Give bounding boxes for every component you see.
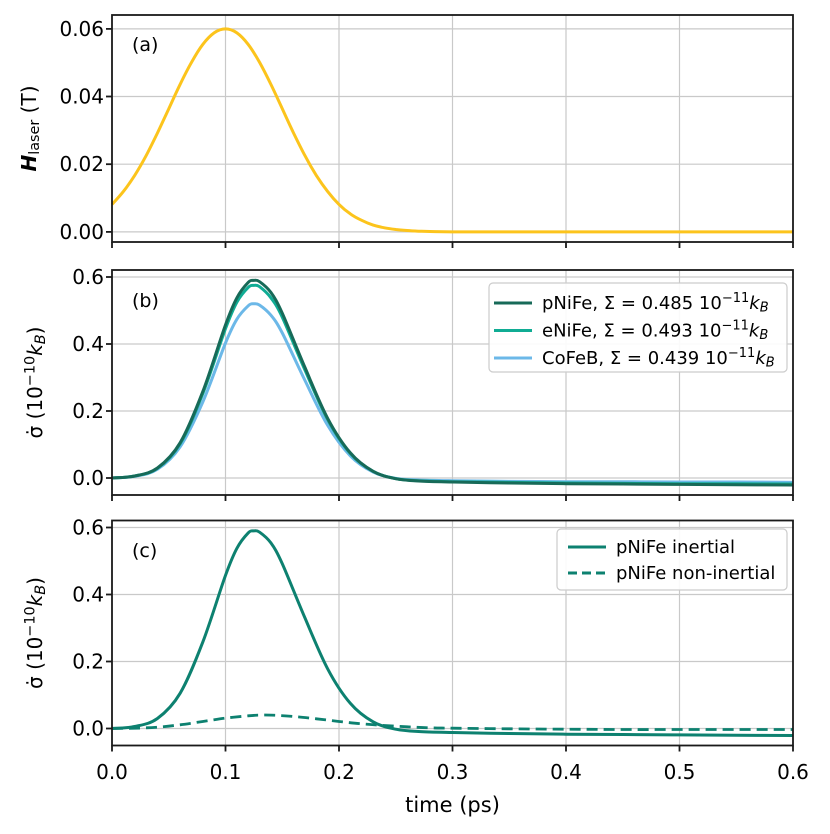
panel-tag-a: (a)	[132, 34, 158, 56]
y-tick-label: 0.02	[59, 152, 104, 176]
panel-tag-bbox	[126, 32, 174, 58]
y-axis-label-b: σ̇ (10−10kB)	[22, 327, 48, 439]
y-axis-label-c: σ̇ (10−10kB)	[22, 577, 48, 689]
legend-label: CoFeB, Σ = 0.439 10−11kB	[542, 346, 775, 370]
legend-box	[488, 282, 788, 373]
y-tick-label: 0.2	[72, 399, 104, 423]
series-line-H_laser	[110, 27, 793, 234]
x-axis-label: time (ps)	[405, 793, 500, 817]
legend-b: pNiFe, Σ = 0.485 10−11kB eNiFe, Σ = 0.493…	[488, 282, 788, 373]
x-tick-label: 0.2	[323, 760, 355, 784]
y-tick-label: 0.6	[72, 265, 104, 289]
x-tick-label: 0.3	[437, 760, 469, 784]
panel-c: 0.0 0.2 0.4 0.6 σ̇ (10−10kB) (c) pNiFe inertia…	[22, 516, 794, 752]
panel-tag-c: (c)	[132, 540, 157, 562]
y-tick-label: 0.4	[72, 583, 104, 607]
legend-label: eNiFe, Σ = 0.493 10−11kB	[542, 319, 768, 343]
legend-box	[556, 528, 788, 591]
y-tick-label: 0.6	[72, 516, 104, 540]
y-tick-label: 0.00	[59, 220, 104, 244]
panel-tag-b: (b)	[132, 290, 159, 312]
series-line-pNiFe	[111, 278, 794, 487]
y-tick-label: 0.0	[72, 466, 104, 490]
series-line-pNiFe-non-inertial	[111, 713, 793, 731]
legend-label: pNiFe non-inertial	[616, 563, 775, 584]
panel-a: 0.00 0.02 0.04 0.06 Hlaser (T) (a)	[17, 14, 794, 248]
panel-tag-bbox	[126, 538, 174, 564]
y-tick-label: 0.4	[72, 332, 104, 356]
x-tick-label: 0.6	[777, 760, 809, 784]
panel-tag-bbox	[126, 288, 174, 314]
y-tick-label: 0.2	[72, 650, 104, 674]
y-tick-label: 0.04	[59, 85, 104, 109]
legend-label: pNiFe inertial	[616, 537, 735, 558]
x-tick-label: 0.5	[664, 760, 696, 784]
legend-c: pNiFe inertial pNiFe non-inertial	[556, 528, 788, 591]
y-axis-label-a: Hlaser (T)	[17, 85, 43, 171]
series-line-pNiFe-inertial	[111, 529, 794, 737]
x-axis: 0.0 0.1 0.2 0.3 0.4 0.5 0.6	[96, 760, 809, 784]
y-tick-label: 0.0	[72, 717, 104, 741]
x-tick-label: 0.0	[96, 760, 128, 784]
panel-b: 0.0 0.2 0.4 0.6 σ̇ (10−10kB) (b) pNiFe, Σ = 0.…	[22, 265, 794, 501]
y-tick-label: 0.06	[59, 17, 104, 41]
x-tick-label: 0.1	[210, 760, 242, 784]
legend-label: pNiFe, Σ = 0.485 10−11kB	[542, 291, 769, 315]
x-tick-label: 0.4	[550, 760, 582, 784]
